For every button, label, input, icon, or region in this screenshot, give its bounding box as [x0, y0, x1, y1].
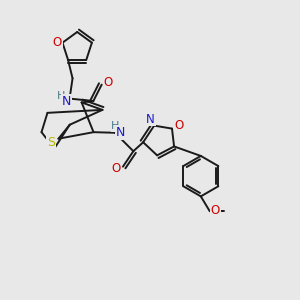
Text: N: N — [146, 112, 155, 126]
Text: H: H — [111, 121, 120, 131]
Text: O: O — [103, 76, 113, 89]
Text: N: N — [116, 126, 125, 139]
Text: H: H — [56, 91, 65, 101]
Text: O: O — [175, 118, 184, 131]
Text: S: S — [47, 136, 55, 149]
Text: N: N — [62, 95, 71, 108]
Text: O: O — [211, 204, 220, 217]
Text: O: O — [112, 162, 121, 175]
Text: O: O — [52, 36, 62, 49]
